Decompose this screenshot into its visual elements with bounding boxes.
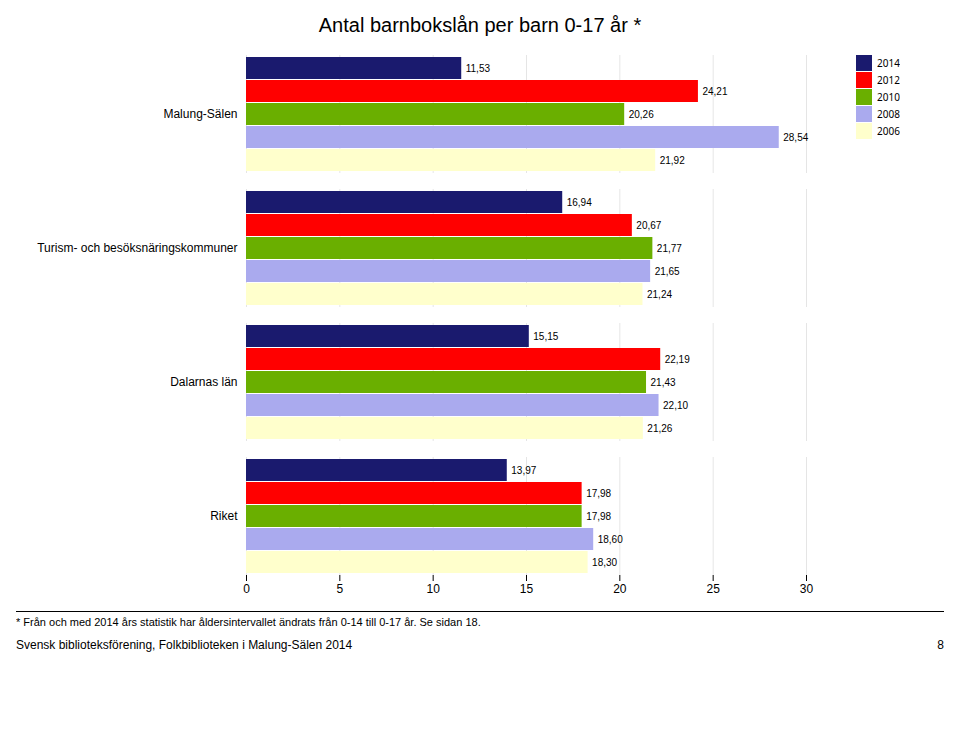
svg-text:22,19: 22,19 <box>665 354 690 365</box>
html-text:2010: 2010 <box>877 90 900 104</box>
svg-text:5: 5 <box>336 582 343 596</box>
svg-text:24,21: 24,21 <box>702 86 727 97</box>
svg-text:17,98: 17,98 <box>586 511 611 522</box>
svg-text:15: 15 <box>520 582 534 596</box>
svg-text:20: 20 <box>613 582 627 596</box>
svg-text:Malung-Sälen: Malung-Sälen <box>163 107 237 121</box>
svg-text:28,54: 28,54 <box>783 132 808 143</box>
svg-text:20,67: 20,67 <box>636 220 661 231</box>
html-text:* Från och med 2014 års statis: * Från och med 2014 års statistik har ål… <box>16 616 481 628</box>
svg-text:Dalarnas län: Dalarnas län <box>170 375 237 389</box>
svg-text:0: 0 <box>243 582 250 596</box>
svg-text:10: 10 <box>426 582 440 596</box>
svg-text:Riket: Riket <box>210 509 238 523</box>
svg-text:21,43: 21,43 <box>651 377 676 388</box>
svg-text:21,92: 21,92 <box>660 155 685 166</box>
html-text:2008: 2008 <box>877 107 900 121</box>
svg-text:21,65: 21,65 <box>655 266 680 277</box>
svg-text:11,53: 11,53 <box>466 63 491 74</box>
html-text:2014: 2014 <box>877 56 900 70</box>
svg-text:15,15: 15,15 <box>533 331 558 342</box>
html-text:2006: 2006 <box>877 124 900 138</box>
html-text:Svensk biblioteksförening, Fol: Svensk biblioteksförening, Folkbibliotek… <box>16 638 353 652</box>
html-text:Antal barnbokslån per barn 0-1: Antal barnbokslån per barn 0-17 år * <box>318 14 642 36</box>
svg-text:17,98: 17,98 <box>586 488 611 499</box>
svg-text:22,10: 22,10 <box>663 400 688 411</box>
svg-text:16,94: 16,94 <box>567 197 592 208</box>
svg-text:18,60: 18,60 <box>598 534 623 545</box>
svg-text:30: 30 <box>800 582 814 596</box>
html-text:8: 8 <box>937 638 944 652</box>
svg-text:Turism- och besöksnäringskommu: Turism- och besöksnäringskommuner <box>37 241 237 255</box>
svg-text:25: 25 <box>706 582 720 596</box>
svg-text:13,97: 13,97 <box>511 465 536 476</box>
svg-text:21,77: 21,77 <box>657 243 682 254</box>
svg-text:21,26: 21,26 <box>647 423 672 434</box>
html-text:2012: 2012 <box>877 73 900 87</box>
svg-text:20,26: 20,26 <box>629 109 654 120</box>
svg-text:18,30: 18,30 <box>592 557 617 568</box>
svg-text:21,24: 21,24 <box>647 289 672 300</box>
